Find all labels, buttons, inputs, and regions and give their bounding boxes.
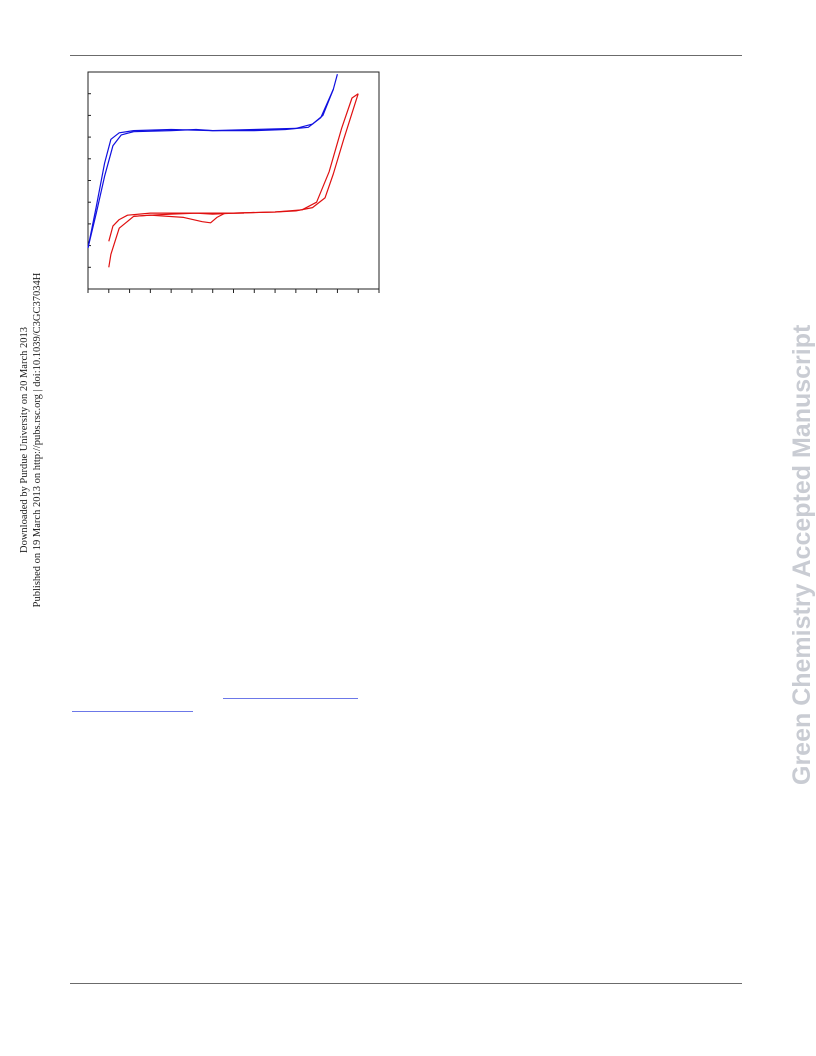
series-1-trace-1 [108,93,359,268]
download-provenance-note: Downloaded by Purdue University on 20 Ma… [18,260,48,620]
chart-svg [87,71,380,293]
accepted-manuscript-watermark: Green Chemistry Accepted Manuscript [788,324,816,785]
published-doi-text: Published on 19 March 2013 on http://pub… [32,272,43,608]
hyperlink-underline-2[interactable] [72,711,193,712]
series-0-trace-1 [87,89,334,248]
figure-voltammogram [80,66,390,298]
series-lines [87,74,359,268]
series-1-trace-2 [133,212,244,224]
plot-frame [87,71,380,290]
hyperlink-underline-1[interactable] [223,698,358,699]
header-rule [70,55,742,56]
footer-rule [70,983,742,984]
series-1-trace-0 [108,93,359,242]
axis-ticks [87,71,380,293]
downloaded-by-text: Downloaded by Purdue University on 20 Ma… [19,327,30,554]
